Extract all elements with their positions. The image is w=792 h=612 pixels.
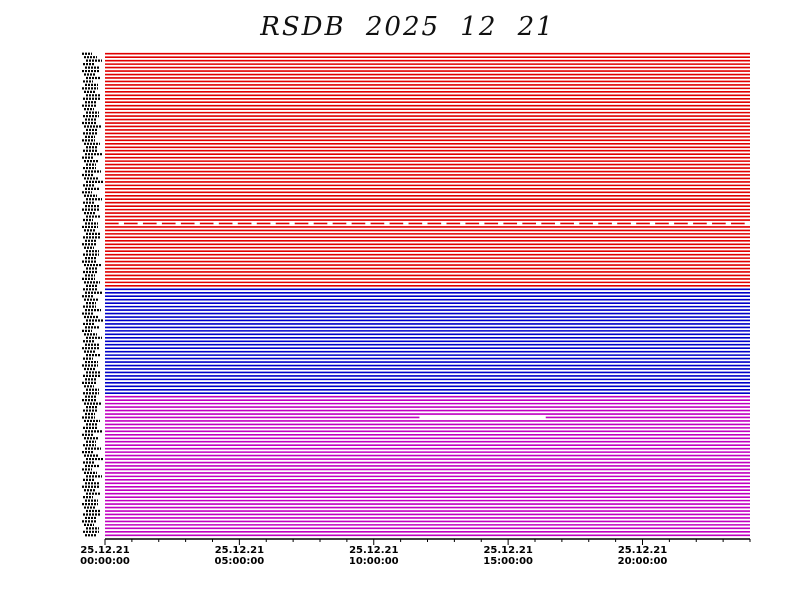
x-tick-label-date: 25.12.21 — [483, 545, 532, 556]
x-tick-label-time: 05:00:00 — [215, 556, 265, 567]
chart-title: RSDB 2025 12 21 — [260, 12, 555, 42]
x-tick-label-time: 10:00:00 — [349, 556, 399, 567]
x-axis: 25.12.2100:00:0025.12.2105:00:0025.12.21… — [80, 538, 751, 567]
series-lines-layer — [105, 52, 750, 537]
x-tick-label-time: 00:00:00 — [80, 556, 130, 567]
x-tick-label-time: 15:00:00 — [483, 556, 533, 567]
y-label-stack — [82, 52, 103, 537]
x-tick-label-date: 25.12.21 — [80, 545, 129, 556]
x-tick-label-date: 25.12.21 — [215, 545, 264, 556]
x-tick-label-date: 25.12.21 — [618, 545, 667, 556]
x-tick-label-time: 20:00:00 — [618, 556, 668, 567]
x-tick-label-date: 25.12.21 — [349, 545, 398, 556]
